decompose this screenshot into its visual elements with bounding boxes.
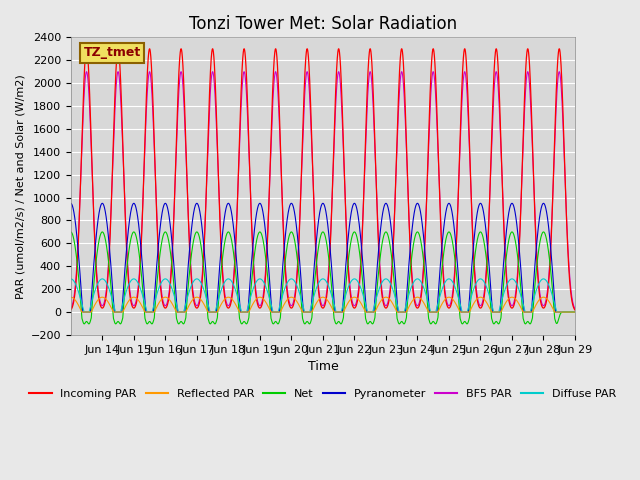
Title: Tonzi Tower Met: Solar Radiation: Tonzi Tower Met: Solar Radiation bbox=[189, 15, 457, 33]
Text: TZ_tmet: TZ_tmet bbox=[83, 46, 141, 59]
Y-axis label: PAR (umol/m2/s) / Net and Solar (W/m2): PAR (umol/m2/s) / Net and Solar (W/m2) bbox=[15, 74, 25, 299]
Legend: Incoming PAR, Reflected PAR, Net, Pyranometer, BF5 PAR, Diffuse PAR: Incoming PAR, Reflected PAR, Net, Pyrano… bbox=[25, 385, 621, 404]
X-axis label: Time: Time bbox=[307, 360, 339, 373]
